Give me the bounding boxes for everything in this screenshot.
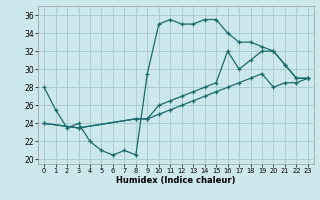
- X-axis label: Humidex (Indice chaleur): Humidex (Indice chaleur): [116, 176, 236, 185]
